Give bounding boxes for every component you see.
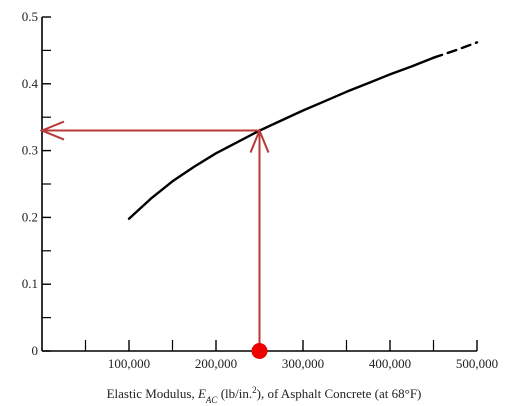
x-axis-title-subscript: AC	[205, 395, 218, 405]
start-point-marker	[251, 343, 268, 359]
x-axis-title-suffix: ), of Asphalt Concrete (at 68°F)	[257, 386, 422, 401]
series-line	[127, 56, 435, 220]
series-line-extrapolated	[432, 41, 479, 59]
y-tick-label: 0.2	[22, 209, 38, 224]
ticks: 0 0.1 0.2 0.3 0.4 0.5 100,000 200,000 300,000 400…	[22, 9, 498, 371]
x-axis-title: Elastic Modulus, EAC (lb/in.2), of Aspha…	[107, 385, 422, 405]
y-tick-label: 0.5	[22, 9, 38, 24]
annotation	[42, 131, 268, 359]
x-tick-label: 200,000	[195, 356, 237, 371]
x-tick-label: 400,000	[369, 356, 411, 371]
x-tick-label: 100,000	[108, 356, 150, 371]
y-tick-label: 0	[32, 343, 39, 358]
x-axis-title-prefix: Elastic Modulus,	[107, 386, 198, 401]
y-tick-label: 0.4	[22, 76, 39, 91]
x-tick-label: 300,000	[282, 356, 324, 371]
x-axis-title-units-sup: 2	[252, 385, 257, 395]
x-axis-title-units: (lb/in.	[217, 386, 252, 401]
series	[127, 41, 479, 220]
x-axis-title-symbol: E	[197, 386, 206, 401]
y-tick-label: 0.3	[22, 143, 38, 158]
x-tick-label: 500,000	[456, 356, 498, 371]
y-tick-label: 0.1	[22, 276, 38, 291]
